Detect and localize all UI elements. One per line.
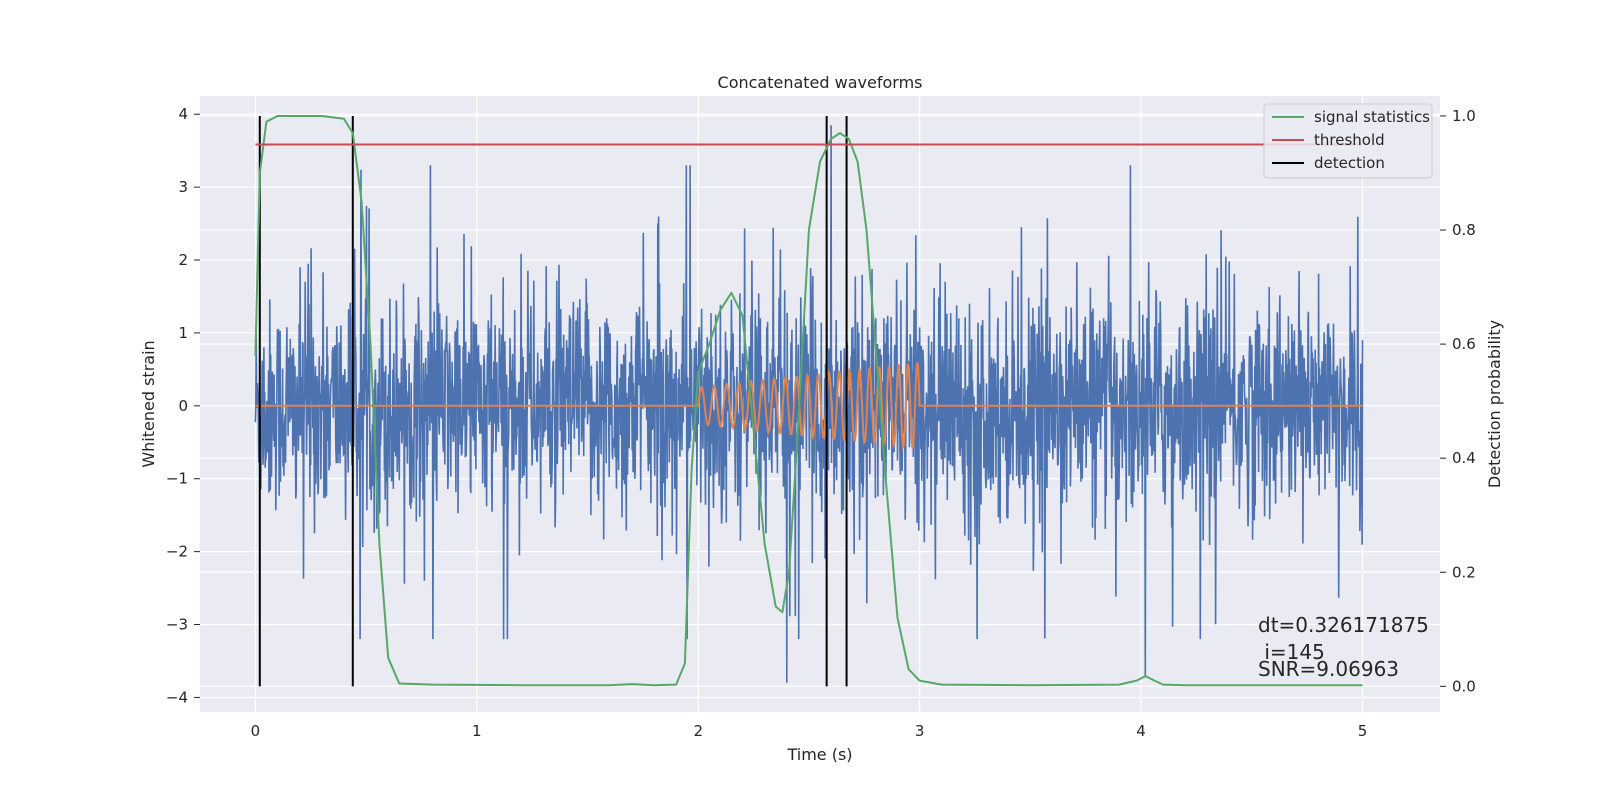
legend-label-detection: detection	[1314, 154, 1385, 172]
injected-signal	[255, 362, 1363, 451]
y-left-tick-label: −2	[166, 543, 188, 561]
y-right-tick-label: 0.6	[1452, 335, 1476, 353]
y-left-tick-label: −3	[166, 616, 188, 634]
x-tick-label: 3	[915, 722, 925, 740]
legend-label-threshold: threshold	[1314, 131, 1385, 149]
y-left-tick-label: 0	[178, 397, 188, 415]
x-tick-label: 0	[251, 722, 261, 740]
legend: signal statistics threshold detection	[1263, 103, 1433, 179]
annotation: dt=0.326171875 i=145 SNR=9.06963	[1258, 613, 1429, 681]
signal-statistics-line	[254, 115, 1363, 687]
y-right-tick-label: 0.4	[1452, 449, 1476, 467]
x-axis-ticks: 0 1 2 3 4 5	[251, 722, 1368, 740]
y-left-tick-label: −1	[166, 470, 188, 488]
x-axis-label: Time (s)	[786, 745, 852, 764]
y-left-axis-ticks: 4 3 2 1 0 −1 −2 −3 −4	[166, 105, 200, 706]
y-right-axis-ticks: 1.0 0.8 0.6 0.4 0.2 0.0	[1440, 107, 1476, 695]
y-left-tick-label: 3	[178, 178, 188, 196]
y-left-tick-label: 4	[178, 105, 188, 123]
y-left-tick-label: 2	[178, 251, 188, 269]
x-tick-label: 4	[1136, 722, 1146, 740]
y-right-tick-label: 0.8	[1452, 221, 1476, 239]
y-right-axis-label: Detection probability	[1485, 320, 1504, 488]
x-tick-label: 1	[472, 722, 482, 740]
annotation-i: i=145	[1258, 640, 1325, 664]
y-right-tick-label: 1.0	[1452, 107, 1476, 125]
y-left-tick-label: −4	[166, 688, 188, 706]
annotation-snr: SNR=9.06963	[1258, 657, 1399, 681]
annotation-dt: dt=0.326171875	[1258, 613, 1429, 637]
y-right-tick-label: 0.0	[1452, 677, 1476, 695]
legend-box	[1263, 103, 1433, 179]
y-right-tick-label: 0.2	[1452, 563, 1476, 581]
y-left-tick-label: 1	[178, 324, 188, 342]
x-tick-label: 2	[693, 722, 703, 740]
legend-label-signal-statistics: signal statistics	[1314, 108, 1430, 126]
signal-statistics-series	[254, 115, 1363, 687]
chart-title: Concatenated waveforms	[718, 73, 923, 92]
x-tick-label: 5	[1358, 722, 1368, 740]
injected-signal-line	[255, 362, 1363, 451]
y-left-axis-label: Whitened strain	[139, 340, 158, 467]
